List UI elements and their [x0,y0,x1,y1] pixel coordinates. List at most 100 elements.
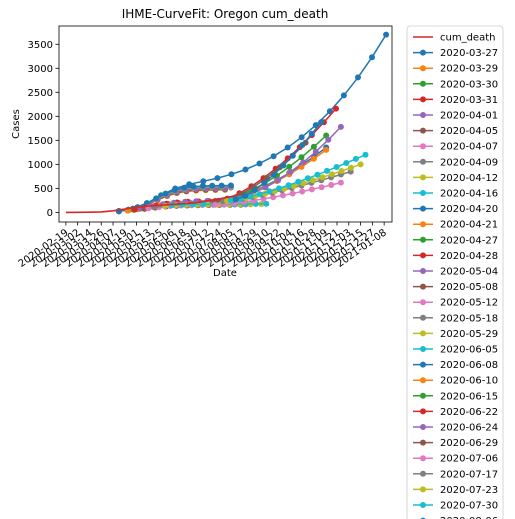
legend-label: 2020-04-01 [440,111,498,122]
legend-label: 2020-03-29 [440,64,498,75]
legend-label: 2020-06-22 [440,407,498,418]
legend-swatch-marker [420,127,426,134]
legend-swatch-marker [420,408,426,415]
series-point [232,196,239,203]
series-point [279,192,286,199]
cum-death-line [65,195,234,214]
series-point [299,142,306,148]
x-axis-label: Date [213,268,237,279]
series-point [200,178,207,185]
series-point [337,123,344,130]
series-point [186,181,193,188]
y-axis: 0 500 1000 1500 2000 2500 3000 3500 [28,40,59,219]
series-point [319,174,326,181]
series-line [235,121,322,201]
legend-swatch-marker [420,392,426,399]
series-point [299,188,306,195]
y-tick-label: 2000 [28,112,53,123]
legend-label: 2020-04-16 [440,189,498,200]
series-point [309,177,316,184]
series-point [266,188,273,195]
series-point [325,136,332,143]
series-point [228,171,235,178]
series-point [263,200,270,207]
series-point [286,163,293,170]
series-point [171,187,178,193]
series-point [214,175,221,182]
series-point [310,155,317,162]
series-point [162,190,169,197]
series-point [227,182,234,189]
legend-swatch-marker [420,96,426,103]
legend-swatch-marker [420,283,426,290]
x-axis: 2020-02-192020-03-022020-03-142020-03-26… [17,222,389,270]
series-point [383,31,390,38]
series-point [242,166,249,173]
legend-swatch-marker [420,190,426,196]
legend-label: 2020-05-29 [440,329,498,340]
series-point [256,160,263,167]
legend-swatch-marker [420,361,426,368]
legend-label: 2020-04-09 [440,157,498,168]
legend-swatch-marker [420,49,426,56]
series-point [218,182,225,189]
series-point [270,194,277,201]
series-point [348,164,354,171]
series-point [181,184,188,191]
series-point [308,186,315,193]
series-point [287,168,294,175]
series-point [333,105,339,112]
series-point [251,187,258,193]
legend-label: 2020-06-05 [440,345,498,356]
series-point [343,160,350,166]
series-point [304,175,311,182]
series-point [340,92,347,99]
series-point [308,130,315,137]
series-point [261,179,268,186]
y-tick-label: 3000 [28,64,53,75]
series-point [369,54,375,61]
plot-content [65,31,390,215]
series-point [200,201,207,208]
series-point [270,153,277,160]
legend-swatch-marker [420,377,426,384]
legend-label: 2020-05-04 [440,267,498,278]
series-point [318,184,325,191]
series-point [280,162,287,169]
series-point [328,182,335,188]
series-point [312,148,319,155]
series-point [362,151,369,158]
series-point [323,146,330,153]
legend-swatch-marker [420,221,426,228]
series-point [328,171,335,178]
series-point [162,203,169,209]
y-tick-label: 3500 [28,40,53,51]
y-tick-label: 2500 [28,88,53,99]
y-tick-label: 500 [34,184,53,195]
series-group [65,31,390,215]
series-point [300,180,307,187]
series-point [276,185,282,192]
legend-swatch-marker [420,346,426,352]
legend-label: 2020-05-08 [440,282,498,293]
chart-title: IHME-CurveFit: Oregon cum_death [122,7,329,21]
series-point [289,152,296,159]
series-point [300,159,307,166]
legend-label: 2020-04-21 [440,220,498,231]
legend-label: 2020-03-31 [440,95,498,106]
legend-label: 2020-07-23 [440,485,498,496]
legend-label: 2020-06-15 [440,391,498,402]
series-point [284,144,291,151]
plot-frame [58,25,393,223]
series-point [295,178,302,185]
legend-label: 2020-06-29 [440,438,498,449]
legend-label: 2020-03-27 [440,48,498,59]
legend-swatch-marker [420,439,426,446]
legend-swatch-marker [420,502,426,508]
legend-label: 2020-03-30 [440,79,498,90]
legend-label: 2020-07-17 [440,469,498,480]
series-point [199,183,206,189]
legend-label: 2020-04-12 [440,173,498,184]
legend-swatch-marker [420,65,426,72]
